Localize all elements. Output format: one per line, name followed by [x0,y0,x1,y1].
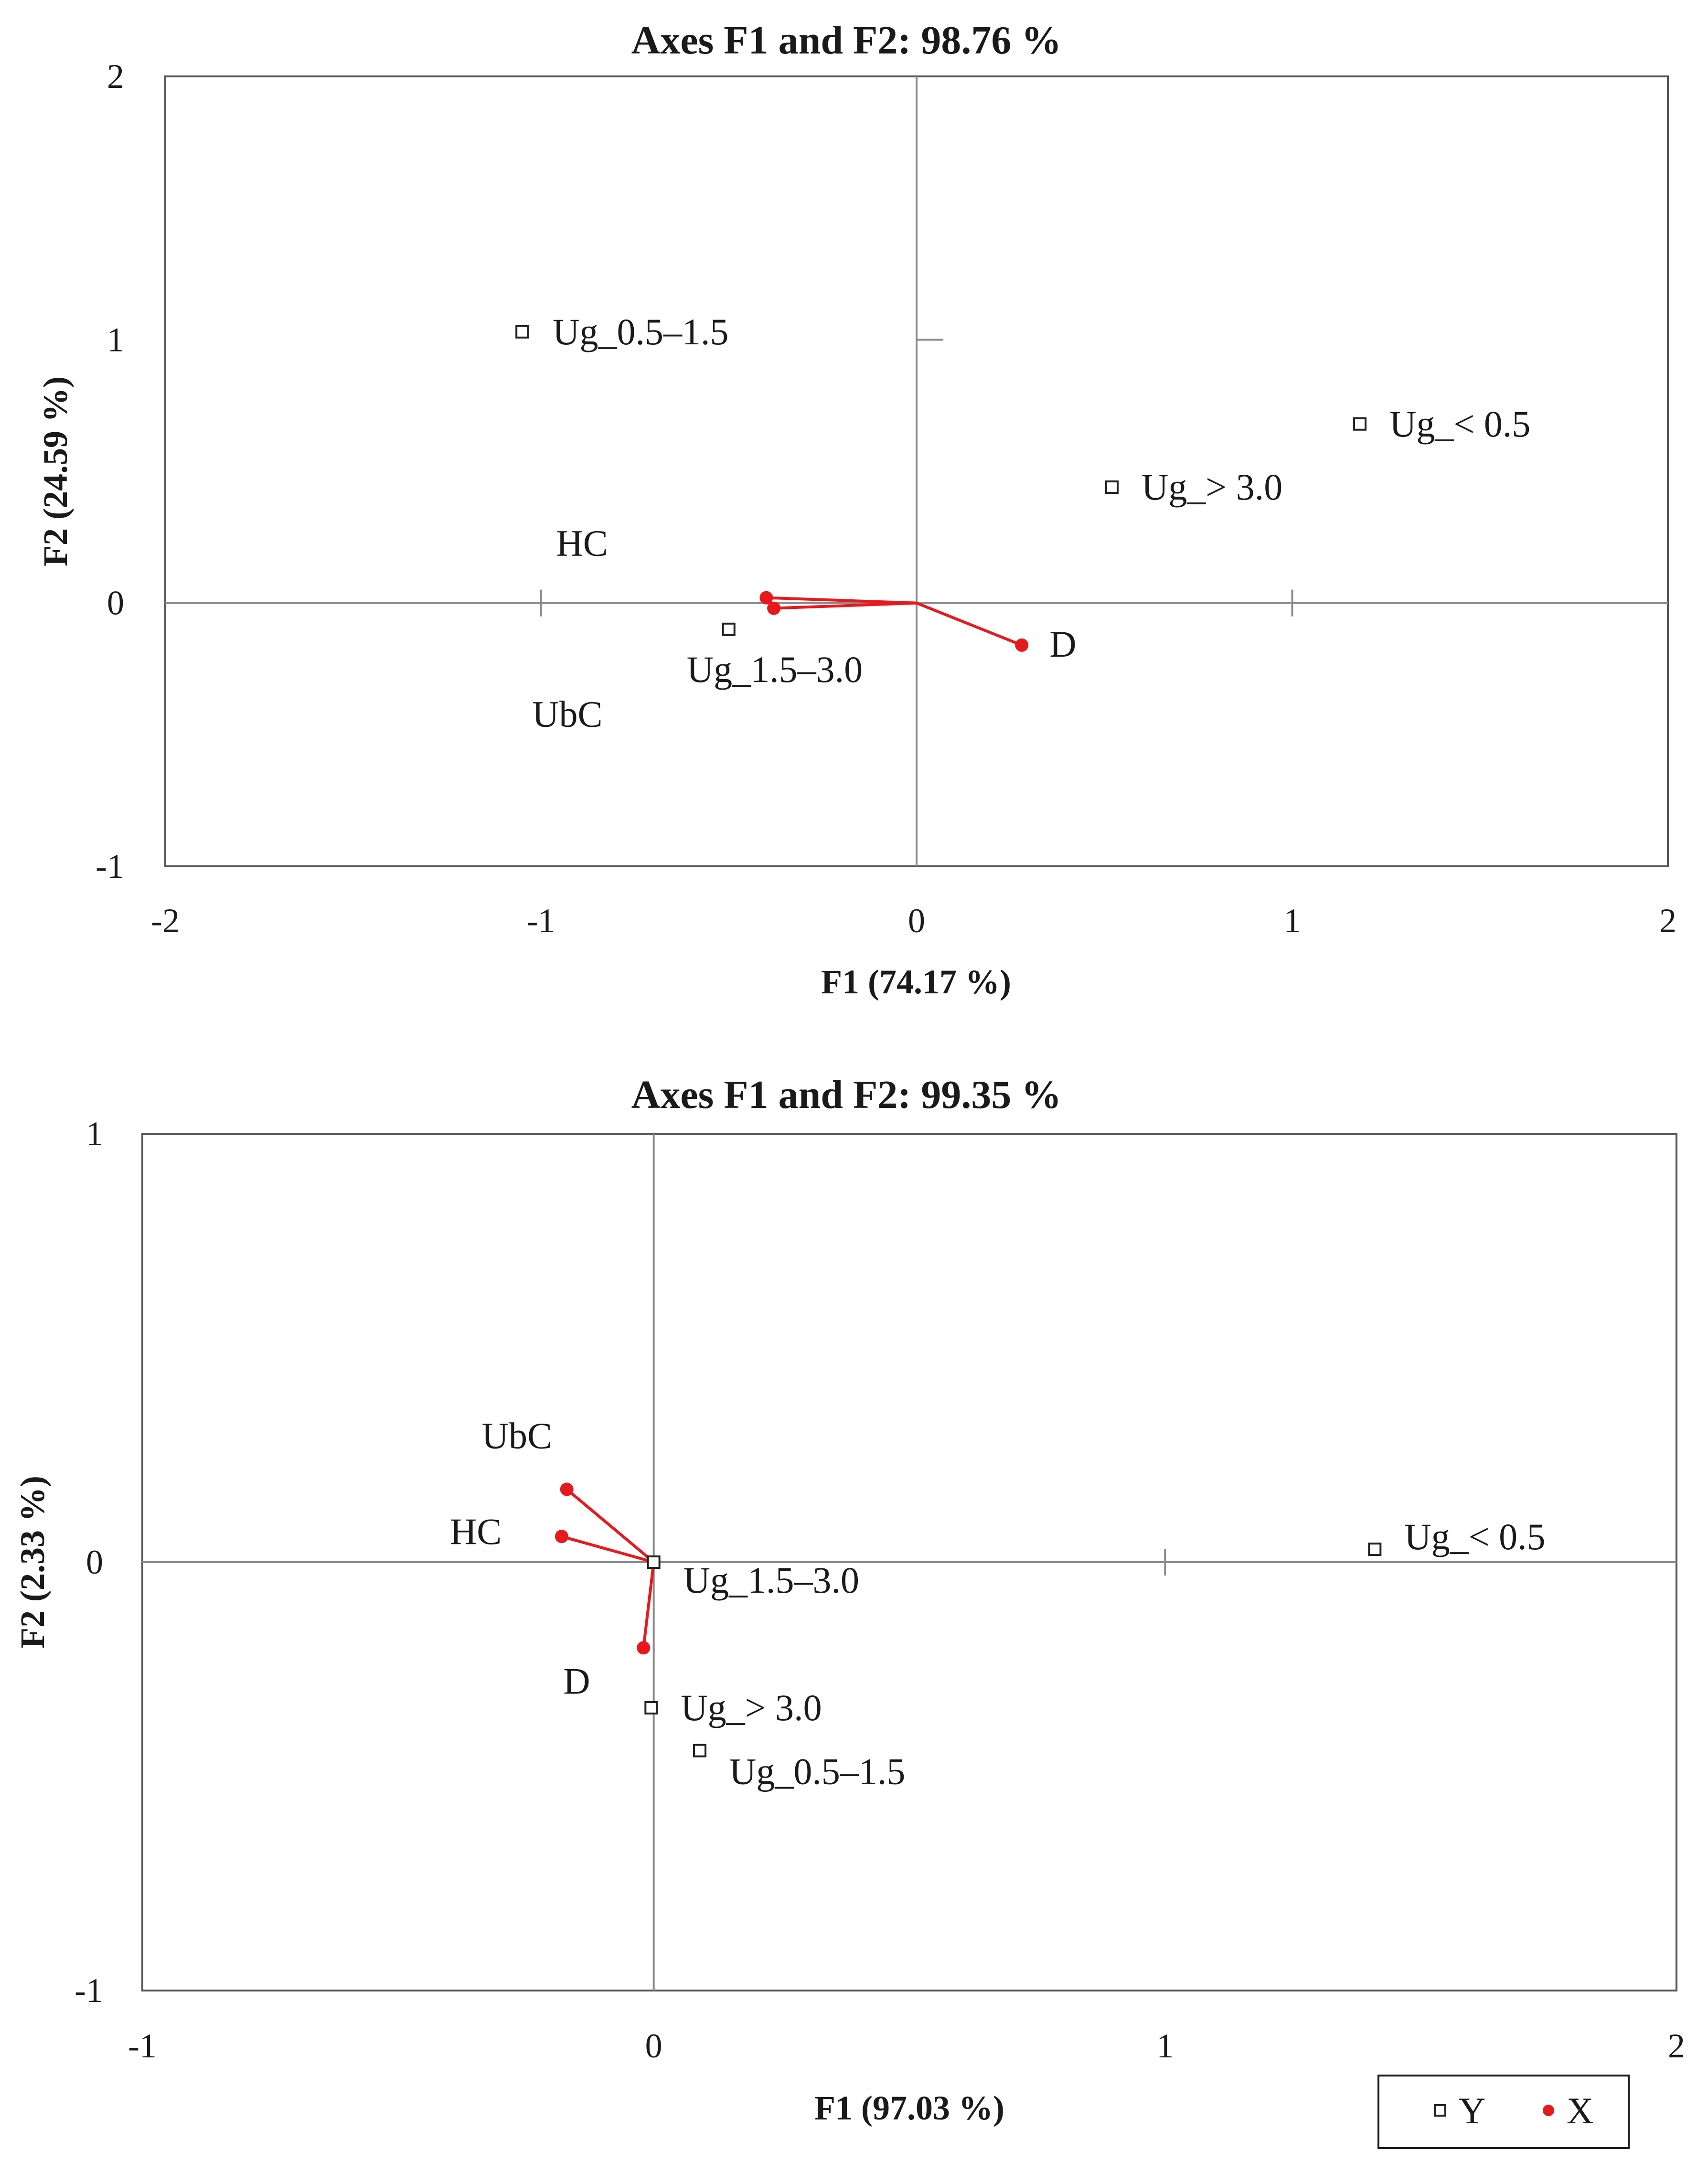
chart-1-point-ug-3-0 [1105,480,1119,494]
chart-1: Axes F1 and F2: 98.76 % -2 -1 0 1 2 -1 0 1 2 Ug… [36,18,1676,1001]
chart-1-x-axis-label: F1 (74.17 %) [821,963,1011,1001]
chart-2-point-label-ubc: UbC [482,1415,552,1457]
chart-2-y-axis-label: F2 (2.33 %) [13,1476,52,1649]
chart-1-title: Axes F1 and F2: 98.76 % [631,18,1062,63]
chart-1-vector-d [916,601,1023,647]
chart-1-point-label-d: D [1049,623,1076,665]
chart-2-point-label-d: D [563,1660,590,1702]
chart-2-x-tick-label: -1 [128,2027,157,2065]
chart-1-point-label-hc: HC [556,522,608,564]
chart-1-point-label-ug-0-5-1-5: Ug_0.5–1.5 [553,311,728,352]
chart-2-point-ug-1-5-3-0 [647,1555,661,1569]
chart-1-y-tick-label: -1 [96,847,124,885]
legend: Y X [1377,2075,1630,2149]
chart-2-vector-ubc [566,1488,655,1564]
chart-2-x-tick-label: 2 [1668,2027,1685,2065]
chart-2-y-tick-label: -1 [75,1971,103,2010]
chart-2-vector-d [642,1562,655,1648]
chart-2-vector-hc [561,1535,654,1564]
chart-1-x-tick-label: 2 [1659,902,1676,940]
legend-dot-icon [1543,2105,1554,2116]
chart-2-point-ubc [560,1482,574,1496]
chart-2-point-hc [555,1530,568,1544]
chart-1-point-label-ug-3-0: Ug_> 3.0 [1142,466,1282,508]
legend-box [1377,2075,1630,2149]
chart-1-x-tick-label: 1 [1284,902,1301,940]
chart-1-point-ug-0-5-1-5 [515,325,529,339]
chart-1-y-tick-label: 2 [107,57,124,96]
chart-2-point-ug-3-0 [644,1701,658,1714]
chart-1-point-ug-1-5-3-0 [722,622,736,636]
chart-1-point-hc [759,591,773,605]
chart-1-point-label-ubc: UbC [532,693,602,735]
chart-2-point-label-ug-1-5-3-0: Ug_1.5–3.0 [683,1559,859,1601]
chart-1-point-ubc [767,601,781,615]
chart-2-point-label-ug-3-0: Ug_> 3.0 [681,1687,822,1728]
chart-2-y-tick-label: 0 [86,1543,103,1581]
chart-1-y-axis-label: F2 (24.59 %) [36,376,75,566]
chart-1-x-tick-label: -1 [527,902,555,940]
chart-2-point-label-ug-0-5: Ug_< 0.5 [1404,1516,1545,1557]
chart-2-point-label-hc: HC [450,1511,502,1552]
chart-2-x-tick-label: 1 [1156,2027,1174,2065]
legend-x-label: X [1567,2090,1593,2131]
chart-1-vector-ubc [774,601,917,610]
chart-2-x-axis-label: F1 (97.03 %) [814,2089,1004,2127]
chart-1-y-tick-label: 1 [107,320,124,359]
chart-1-x-tick-label: 0 [908,902,925,940]
chart-1-point-d [1015,638,1029,652]
legend-square-icon [1434,2104,1446,2117]
chart-2: Axes F1 and F2: 99.35 % -1 0 1 2 -1 0 1 Ug_< … [13,1073,1685,2149]
chart-1-x-tick-label: -2 [151,902,180,940]
chart-1-point-ug-0-5 [1353,417,1367,431]
chart-2-y-tick-label: 1 [86,1115,103,1153]
chart-1-vector-hc [766,596,917,605]
chart-2-point-ug-0-5 [1368,1543,1382,1556]
chart-2-x-tick-label: 0 [645,2027,662,2065]
chart-1-point-label-ug-1-5-3-0: Ug_1.5–3.0 [687,649,863,690]
chart-1-point-label-ug-0-5: Ug_< 0.5 [1389,403,1530,445]
chart-2-point-d [637,1641,651,1655]
chart-1-y-tick-label: 0 [107,584,124,622]
chart-2-point-ug-0-5-1-5 [693,1744,707,1757]
legend-y-label: Y [1459,2090,1485,2131]
chart-2-point-label-ug-0-5-1-5: Ug_0.5–1.5 [729,1751,905,1792]
chart-2-title: Axes F1 and F2: 99.35 % [631,1073,1062,1117]
